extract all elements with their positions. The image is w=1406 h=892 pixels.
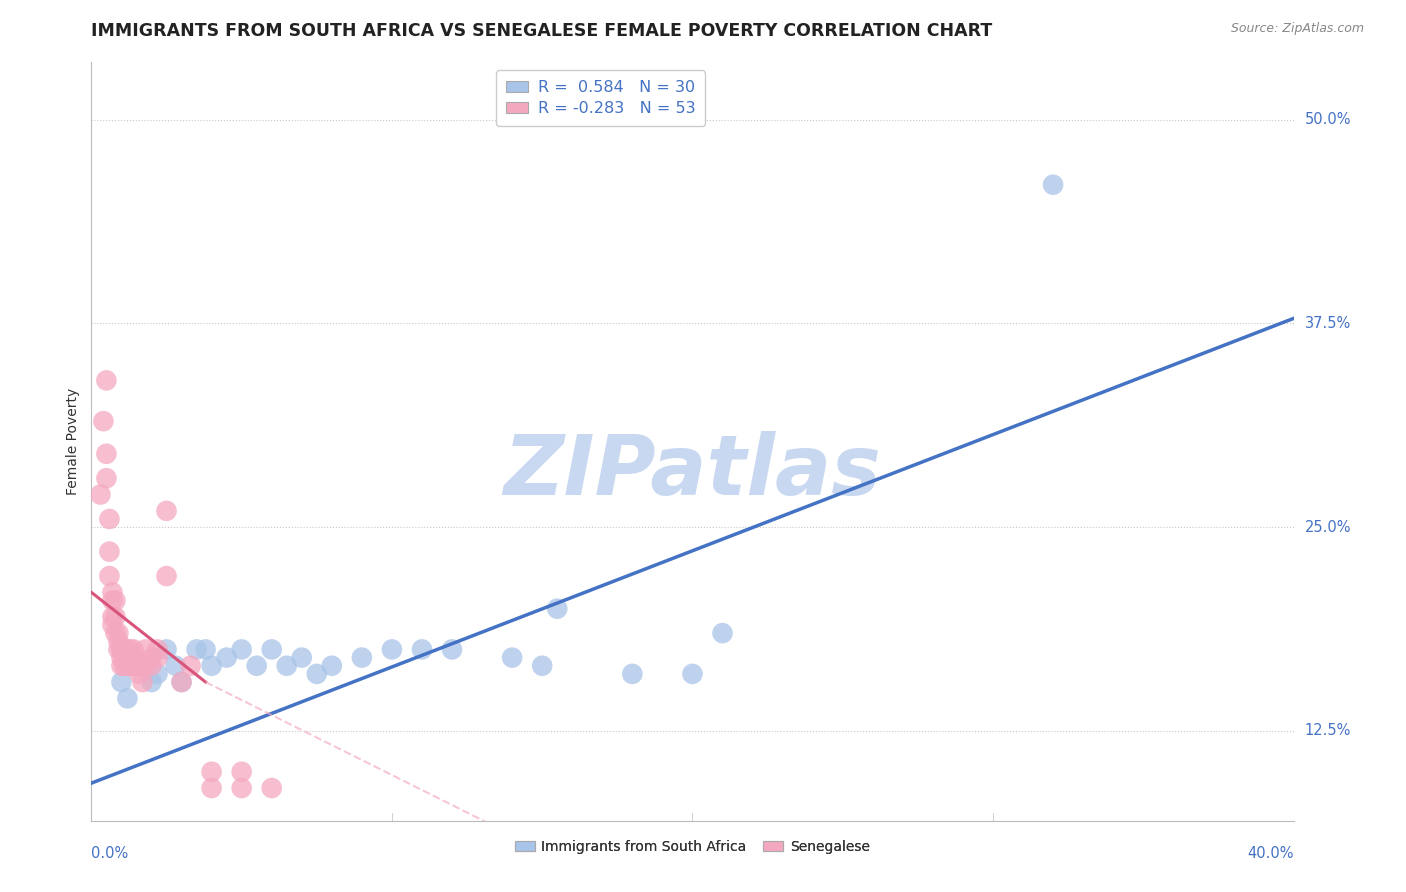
Point <box>114 650 136 665</box>
Point <box>101 585 124 599</box>
Point <box>246 658 269 673</box>
Point <box>155 642 177 657</box>
Point <box>146 650 169 665</box>
Point <box>155 504 177 518</box>
Point <box>120 658 142 673</box>
Point <box>141 658 163 673</box>
Point <box>122 642 145 657</box>
Point <box>110 658 132 673</box>
Point <box>231 780 253 795</box>
Point <box>201 764 224 779</box>
Point <box>155 569 177 583</box>
Point <box>98 512 121 526</box>
Point <box>101 610 124 624</box>
Point <box>440 642 463 657</box>
Point <box>194 642 217 657</box>
Point <box>411 642 433 657</box>
Point <box>110 642 132 657</box>
Point <box>104 610 127 624</box>
Point <box>110 650 132 665</box>
Point <box>165 658 187 673</box>
Point <box>120 650 142 665</box>
Point <box>170 675 193 690</box>
Point <box>201 780 224 795</box>
Legend: Immigrants from South Africa, Senegalese: Immigrants from South Africa, Senegalese <box>509 834 876 859</box>
Point <box>711 626 734 640</box>
Point <box>101 593 124 607</box>
Point <box>134 658 156 673</box>
Y-axis label: Female Poverty: Female Poverty <box>66 388 80 495</box>
Text: IMMIGRANTS FROM SOUTH AFRICA VS SENEGALESE FEMALE POVERTY CORRELATION CHART: IMMIGRANTS FROM SOUTH AFRICA VS SENEGALE… <box>91 22 993 40</box>
Point <box>305 666 328 681</box>
Point <box>215 650 238 665</box>
Point <box>131 675 153 690</box>
Point <box>98 544 121 558</box>
Point <box>117 642 139 657</box>
Point <box>89 487 111 501</box>
Point <box>110 642 132 657</box>
Point <box>110 675 132 690</box>
Text: 25.0%: 25.0% <box>1305 520 1351 534</box>
Point <box>546 601 568 615</box>
Point <box>260 780 283 795</box>
Text: Source: ZipAtlas.com: Source: ZipAtlas.com <box>1230 22 1364 36</box>
Point <box>321 658 343 673</box>
Point <box>131 658 153 673</box>
Point <box>98 569 121 583</box>
Point <box>128 658 150 673</box>
Point <box>141 675 163 690</box>
Point <box>350 650 373 665</box>
Point <box>531 658 554 673</box>
Point <box>146 642 169 657</box>
Text: 50.0%: 50.0% <box>1305 112 1351 127</box>
Point <box>117 650 139 665</box>
Point <box>201 658 224 673</box>
Text: 37.5%: 37.5% <box>1305 316 1351 331</box>
Point <box>276 658 298 673</box>
Point <box>134 658 156 673</box>
Point <box>101 618 124 632</box>
Point <box>117 691 139 706</box>
Point <box>107 642 129 657</box>
Point <box>170 675 193 690</box>
Point <box>621 666 644 681</box>
Point <box>104 626 127 640</box>
Point <box>104 593 127 607</box>
Point <box>93 414 115 428</box>
Point <box>501 650 523 665</box>
Text: 0.0%: 0.0% <box>91 846 128 861</box>
Point <box>180 658 202 673</box>
Point <box>381 642 404 657</box>
Point <box>134 642 156 657</box>
Point <box>107 634 129 648</box>
Point <box>146 666 169 681</box>
Point <box>96 373 118 387</box>
Point <box>125 658 148 673</box>
Point <box>291 650 314 665</box>
Point <box>96 471 118 485</box>
Text: 12.5%: 12.5% <box>1305 723 1351 739</box>
Point <box>260 642 283 657</box>
Point <box>114 658 136 673</box>
Point <box>231 642 253 657</box>
Point <box>128 666 150 681</box>
Point <box>107 626 129 640</box>
Point <box>117 658 139 673</box>
Point <box>231 764 253 779</box>
Point <box>1042 178 1064 192</box>
Point <box>681 666 703 681</box>
Point <box>141 650 163 665</box>
Point <box>186 642 208 657</box>
Point <box>120 642 142 657</box>
Text: ZIPatlas: ZIPatlas <box>503 432 882 512</box>
Point <box>122 658 145 673</box>
Point <box>96 447 118 461</box>
Point <box>125 650 148 665</box>
Text: 40.0%: 40.0% <box>1247 846 1294 861</box>
